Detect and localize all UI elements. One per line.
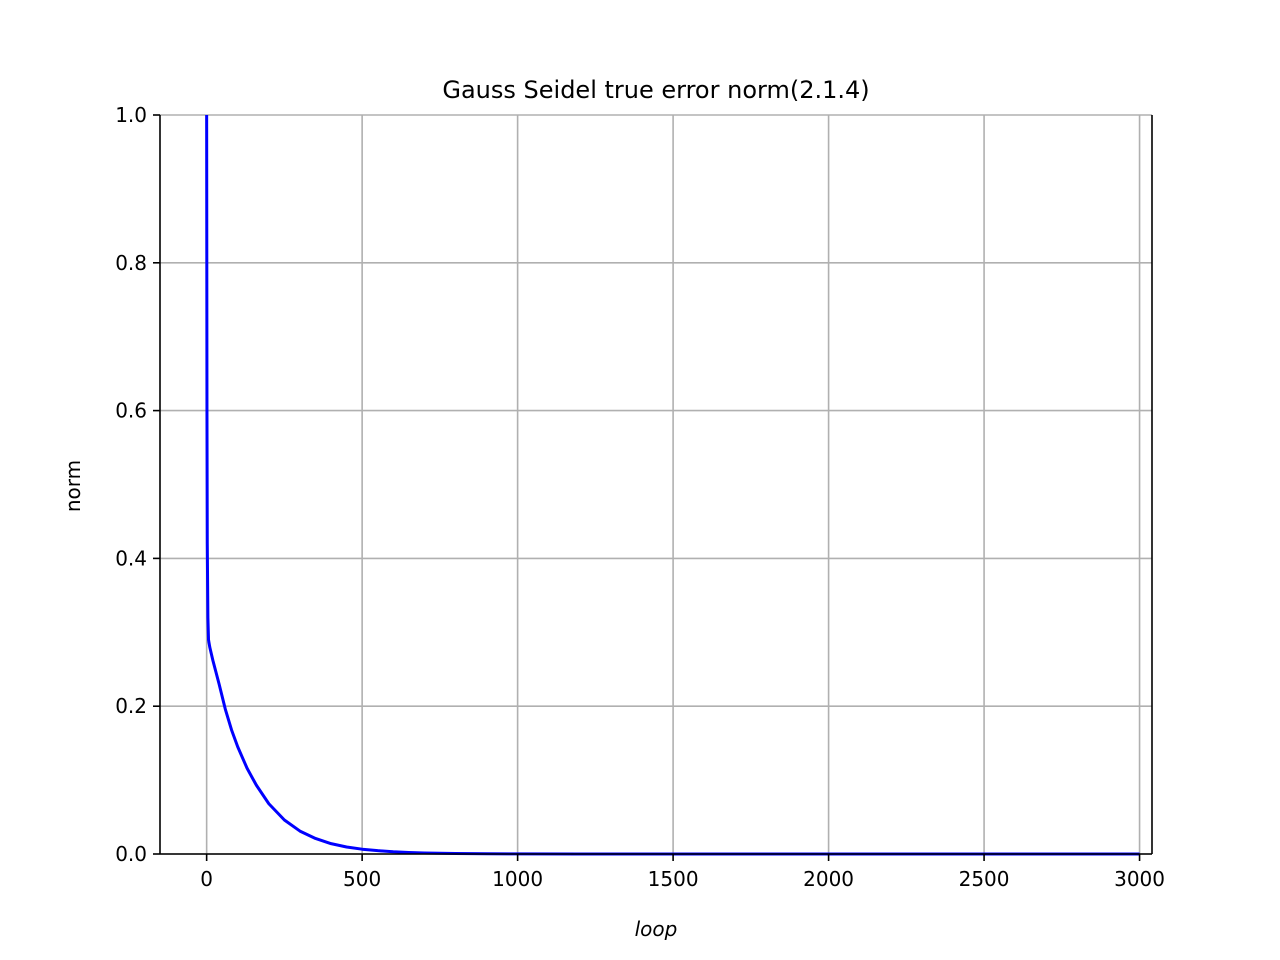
y-tick-label: 0.6 [115,399,147,423]
x-axis-ticks: 0 500 1000 1500 2000 2500 3000 [200,854,1165,891]
y-tick-label: 0.0 [115,842,147,866]
axes-spines [159,115,1153,855]
x-tick-label: 1000 [492,867,543,891]
y-axis-ticks: 0.0 0.2 0.4 0.6 0.8 1.0 [115,103,160,866]
y-tick-label: 0.8 [115,251,147,275]
y-tick-label: 1.0 [115,103,147,127]
y-tick-label: 0.2 [115,694,147,718]
x-tick-label: 2000 [803,867,854,891]
x-axis-label: loop [635,917,678,941]
x-tick-label: 0 [200,867,213,891]
chart-title: Gauss Seidel true error norm(2.1.4) [442,76,869,104]
x-tick-label: 1500 [648,867,699,891]
x-tick-label: 500 [343,867,381,891]
grid-lines [160,114,1152,855]
x-tick-label: 2500 [959,867,1010,891]
y-tick-label: 0.4 [115,546,147,570]
y-axis-label: norm [61,460,85,512]
x-tick-label: 3000 [1114,867,1165,891]
